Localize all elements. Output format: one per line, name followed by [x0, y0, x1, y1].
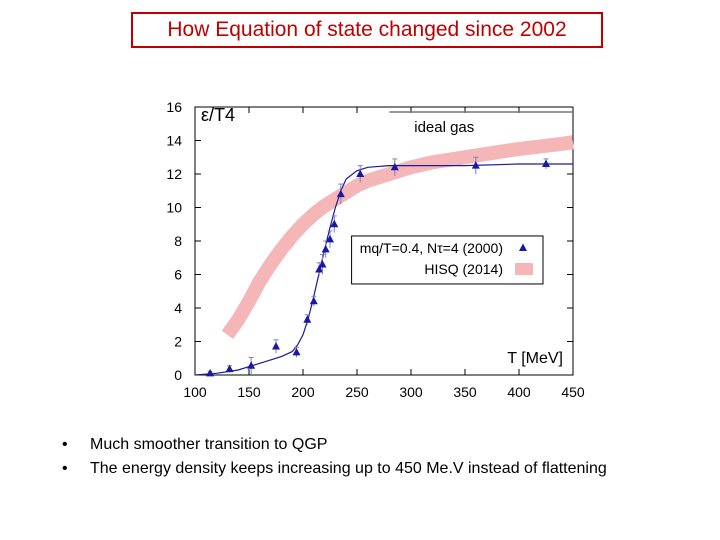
x-tick-label: 400	[507, 384, 531, 400]
bullet-item: • The energy density keeps increasing up …	[62, 460, 607, 477]
hisq-band	[221, 135, 575, 339]
bullet-list: • Much smoother transition to QGP • The en…	[62, 436, 607, 484]
lattice-point	[356, 169, 365, 177]
x-tick-label: 250	[345, 384, 369, 400]
x-tick-label: 200	[291, 384, 315, 400]
x-tick-label: 150	[237, 384, 261, 400]
y-tick-label: 0	[174, 367, 182, 383]
y-tick-label: 8	[174, 233, 182, 249]
lattice-point	[330, 219, 339, 228]
y-tick-label: 2	[174, 334, 182, 350]
plot-axes: 0 2 4 6 8 10 12 14 16 100 150 200 250 300 350 400 450	[166, 99, 584, 400]
y-tick-label: 16	[166, 99, 182, 115]
x-axis-label: T [MeV]	[507, 350, 563, 367]
lattice-markers-layer	[206, 156, 550, 377]
ideal-gas-label: ideal gas	[414, 119, 474, 136]
lattice-point	[326, 234, 334, 243]
hisq-band-layer	[221, 135, 575, 339]
x-tick-label: 300	[399, 384, 423, 400]
x-tick-label: 350	[453, 384, 477, 400]
lattice-point	[321, 244, 330, 253]
y-tick-label: 10	[166, 200, 182, 216]
y-tick-label: 14	[166, 133, 182, 149]
lattice-point	[318, 259, 327, 268]
lattice-point	[206, 368, 215, 377]
lattice-point	[390, 162, 399, 171]
legend-box	[351, 235, 544, 285]
x-tick-label: 450	[561, 384, 585, 400]
lattice-point	[336, 189, 345, 198]
legend: mq/T=0.4, Nτ=4 (2000) HISQ (2014)	[351, 235, 544, 285]
y-tick-label: 6	[174, 267, 182, 283]
lattice-point	[303, 315, 312, 323]
lattice-point	[315, 264, 324, 273]
lattice-point	[225, 364, 234, 373]
plot-labels: ε/T4 T [MeV] ideal gas	[201, 105, 563, 367]
y-axis-label: ε/T4	[201, 105, 235, 125]
legend-marker-2000	[519, 243, 527, 251]
lattice-point	[309, 296, 318, 305]
lattice-point	[471, 161, 480, 169]
legend-label-hisq: HISQ (2014)	[424, 261, 503, 277]
slide-title: How Equation of state changed since 2002	[131, 12, 603, 48]
lattice-point	[247, 361, 256, 369]
legend-swatch-hisq	[515, 262, 533, 275]
bullet-item: • Much smoother transition to QGP	[62, 436, 328, 453]
lattice-point	[272, 342, 280, 350]
lattice-point	[542, 159, 550, 167]
lattice-point	[292, 347, 301, 356]
energy-density-chart: 0 2 4 6 8 10 12 14 16 100 150 200 250 300 350 400 450 ε/…	[166, 99, 584, 400]
y-tick-label: 12	[166, 166, 182, 182]
y-tick-label: 4	[174, 300, 182, 316]
legend-label-2000: mq/T=0.4, Nτ=4 (2000)	[360, 240, 503, 256]
x-tick-label: 100	[183, 384, 207, 400]
